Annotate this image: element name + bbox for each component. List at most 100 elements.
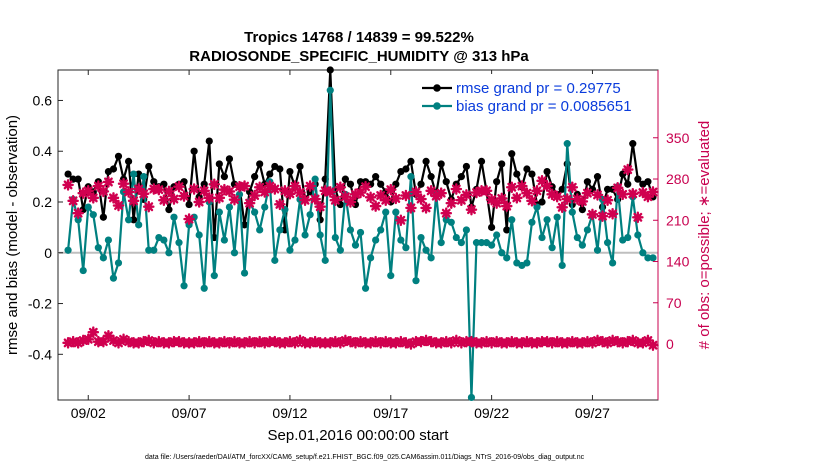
bias-point: [467, 393, 476, 402]
bias-point: [230, 249, 239, 257]
obs-count-marker: [324, 186, 337, 198]
obs-count-marker: [500, 200, 513, 212]
bias-point: [261, 203, 269, 211]
rmse-point: [124, 157, 133, 165]
obs-count-marker: [647, 186, 659, 198]
bias-point: [548, 244, 556, 252]
bias-point: [649, 254, 657, 262]
obs-count-marker: [374, 189, 387, 202]
rmse-point: [488, 223, 496, 231]
bias-point: [175, 239, 183, 247]
bias-point: [417, 233, 425, 242]
obs-count-marker: [379, 194, 392, 207]
rmse-point: [442, 178, 450, 186]
obs-count-marker: [87, 326, 100, 339]
bias-point: [639, 249, 647, 257]
obs-count-marker: [596, 335, 609, 348]
rmse-point: [407, 157, 415, 165]
obs-count-marker: [228, 193, 241, 206]
obs-count-marker: [601, 194, 614, 207]
rmse-point: [583, 178, 592, 186]
obs-count-marker: [82, 333, 95, 346]
obs-count-marker: [490, 197, 503, 209]
x-tick-label: 09/02: [71, 405, 106, 421]
obs-count-marker: [566, 181, 579, 194]
obs-count-marker: [616, 337, 629, 349]
bias-point: [508, 216, 516, 224]
obs-count-marker: [566, 335, 579, 348]
bias-point: [624, 233, 632, 242]
rmse-point: [99, 213, 107, 221]
obs-count-marker: [632, 211, 644, 224]
obs-count-marker: [511, 192, 523, 204]
bias-point: [79, 266, 87, 275]
y-tick-label: 0.6: [33, 92, 53, 108]
obs-count-marker: [62, 337, 74, 349]
obs-count-marker: [117, 333, 130, 346]
obs-count-marker: [475, 337, 488, 349]
rmse-point: [326, 66, 334, 74]
obs-count-marker: [122, 186, 135, 198]
obs-count-marker: [62, 179, 74, 191]
obs-count-marker: [218, 335, 231, 348]
y-tick-label: 0.4: [33, 143, 53, 159]
rmse-point: [341, 175, 349, 183]
rmse-point: [417, 180, 425, 188]
bias-point: [634, 231, 642, 239]
obs-count-marker: [279, 185, 291, 197]
obs-count-marker: [339, 190, 352, 203]
obs-count-marker: [465, 335, 478, 348]
obs-count-marker: [188, 337, 200, 349]
rmse-point: [74, 175, 82, 183]
bias-point: [220, 236, 228, 244]
obs-count-marker: [354, 335, 367, 348]
obs-count-marker: [258, 186, 271, 198]
obs-count-marker: [485, 193, 498, 206]
rmse-point: [558, 185, 566, 193]
bias-point: [286, 246, 294, 254]
bias-point: [124, 216, 133, 224]
obs-count-marker: [158, 194, 170, 207]
obs-count-marker: [480, 335, 493, 348]
rmse-point: [150, 178, 158, 186]
bias-point: [503, 254, 511, 262]
obs-count-marker: [455, 337, 468, 349]
obs-count-marker: [289, 337, 301, 349]
obs-count-marker: [349, 188, 362, 201]
obs-count-marker: [142, 200, 155, 213]
obs-count-marker: [445, 337, 458, 349]
bias-point: [447, 218, 455, 226]
obs-count-marker: [163, 337, 175, 349]
obs-count-marker: [132, 337, 145, 349]
obs-count-marker: [455, 194, 468, 207]
obs-count-marker: [137, 335, 150, 348]
obs-count-marker: [405, 202, 417, 214]
bias-point: [331, 233, 339, 242]
rmse-point: [437, 160, 445, 168]
bias-point: [326, 86, 334, 94]
rmse-point: [402, 165, 410, 173]
obs-count-marker: [309, 193, 321, 205]
rmse-point: [427, 173, 435, 181]
y-right-tick-label: 280: [666, 171, 690, 187]
obs-count-marker: [213, 337, 226, 349]
bias-point: [64, 246, 72, 254]
rmse-point: [256, 160, 264, 168]
rmse-point: [503, 226, 511, 234]
obs-count-marker: [334, 181, 347, 194]
obs-count-marker: [546, 337, 558, 349]
rmse-point: [543, 167, 551, 176]
obs-count-marker: [440, 207, 453, 219]
y-right-tick-label: 210: [666, 212, 690, 228]
obs-count-marker: [183, 213, 195, 225]
obs-count-marker: [112, 199, 125, 212]
obs-count-marker: [243, 335, 256, 348]
bias-point: [215, 208, 223, 216]
bias-point: [533, 203, 541, 211]
obs-count-marker: [258, 337, 271, 349]
obs-count-marker: [344, 335, 357, 348]
obs-count-marker: [490, 335, 503, 348]
bias-point: [84, 203, 92, 211]
obs-count-marker: [521, 335, 533, 348]
bias-point: [538, 233, 546, 242]
